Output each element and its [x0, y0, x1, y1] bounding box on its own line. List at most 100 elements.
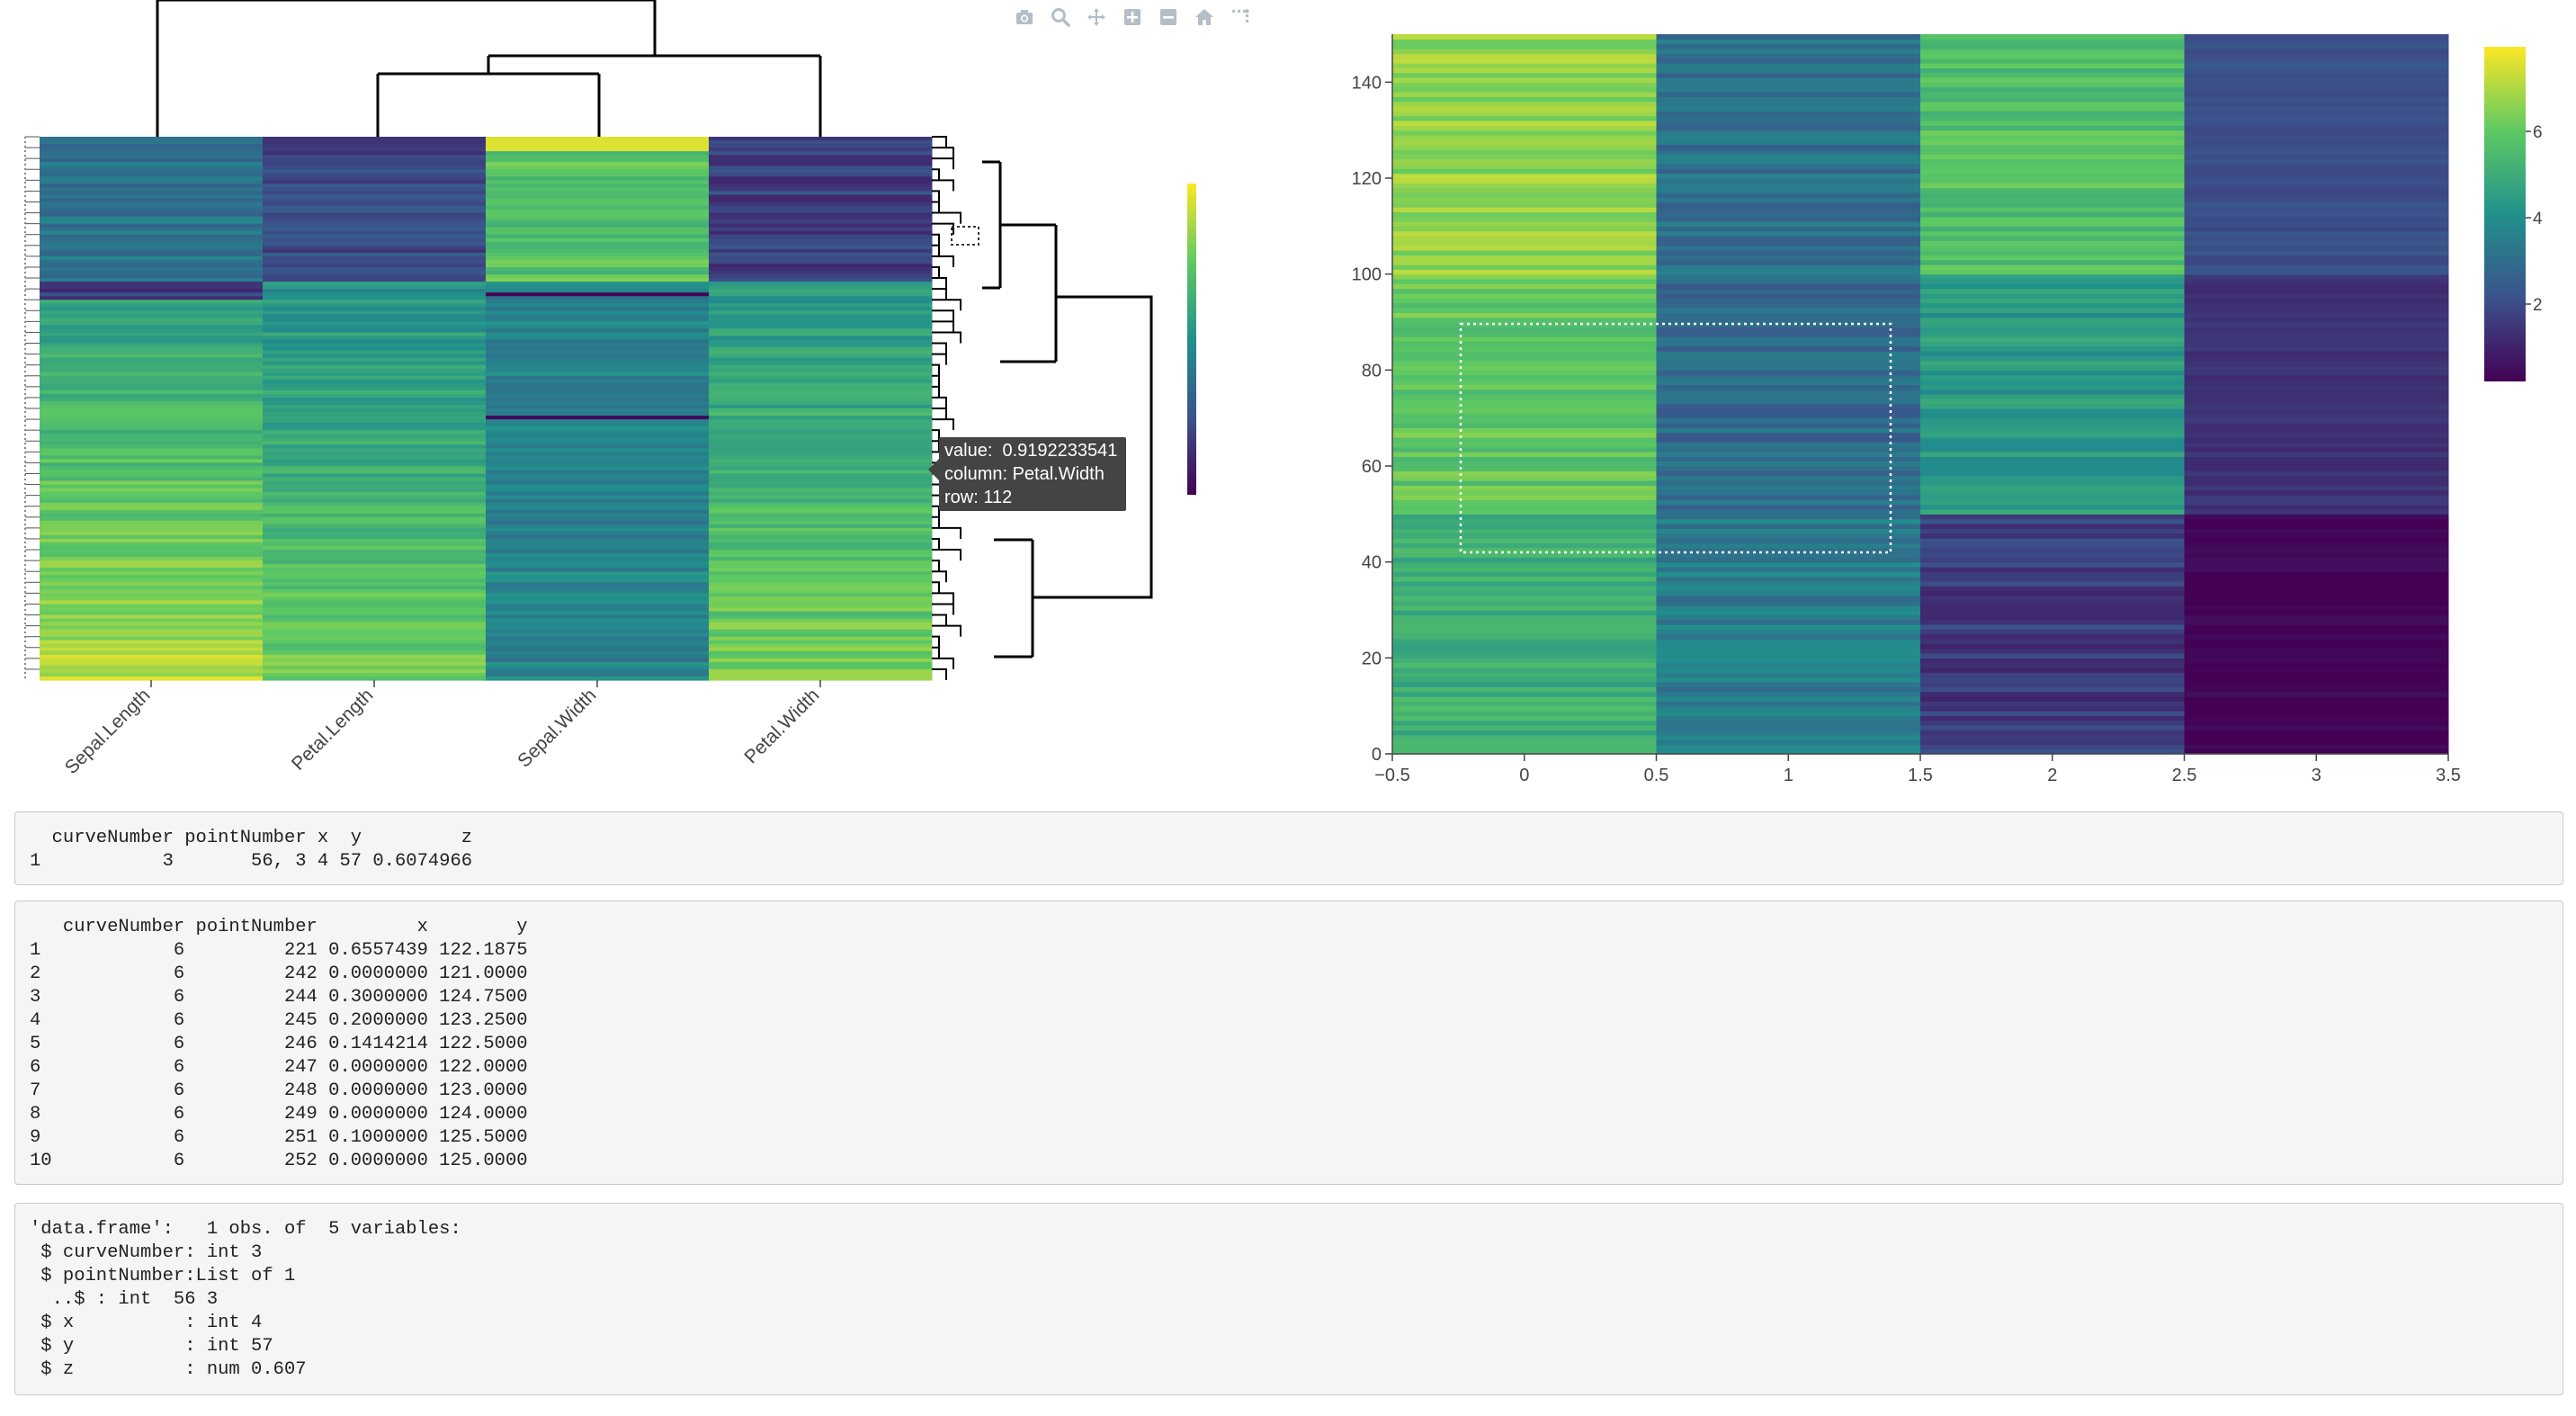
heatmap-cell[interactable] [2184, 293, 2449, 299]
heatmap-cell[interactable] [1656, 485, 1921, 491]
heatmap-cell[interactable] [1920, 495, 2185, 500]
heatmap-cell[interactable] [40, 307, 264, 311]
heatmap-cell[interactable] [40, 227, 264, 232]
heatmap-cell[interactable] [709, 285, 933, 290]
heatmap-cell[interactable] [486, 448, 710, 453]
heatmap-cell[interactable] [40, 234, 264, 239]
heatmap-cell[interactable] [1656, 341, 1921, 347]
heatmap-cell[interactable] [709, 350, 933, 355]
heatmap-cell[interactable] [1920, 259, 2185, 265]
heatmap-cell[interactable] [40, 658, 264, 663]
heatmap-cell[interactable] [40, 661, 264, 667]
heatmap-cell[interactable] [40, 386, 264, 391]
heatmap-cell[interactable] [1656, 115, 1921, 121]
heatmap-cell[interactable] [40, 632, 264, 638]
heatmap-cell[interactable] [486, 173, 710, 177]
heatmap-cell[interactable] [1920, 653, 2185, 659]
heatmap-cell[interactable] [263, 466, 487, 471]
heatmap-cell[interactable] [1920, 619, 2185, 625]
heatmap-cell[interactable] [1392, 499, 1657, 506]
heatmap-cell[interactable] [1656, 495, 1921, 500]
heatmap-cell[interactable] [709, 325, 933, 330]
heatmap-cell[interactable] [2184, 495, 2449, 500]
heatmap-cell[interactable] [709, 665, 933, 670]
heatmap-cell[interactable] [709, 187, 933, 192]
heatmap-cell[interactable] [1392, 442, 1657, 448]
heatmap-cell[interactable] [40, 480, 264, 486]
heatmap-cell[interactable] [709, 184, 933, 188]
heatmap-cell[interactable] [1392, 653, 1657, 659]
heatmap-cell[interactable] [1656, 461, 1921, 467]
heatmap-cell[interactable] [40, 368, 264, 373]
heatmap-cell[interactable] [263, 292, 487, 297]
heatmap-cell[interactable] [1392, 643, 1657, 650]
heatmap-cell[interactable] [40, 614, 264, 620]
heatmap-cell[interactable] [709, 339, 933, 345]
heatmap-cell[interactable] [2184, 279, 2449, 284]
heatmap-cell[interactable] [1392, 658, 1657, 664]
heatmap-cell[interactable] [263, 622, 487, 627]
heatmap-cell[interactable] [1920, 452, 2185, 457]
heatmap-cell[interactable] [1920, 643, 2185, 650]
heatmap-cell[interactable] [40, 372, 264, 377]
heatmap-cell[interactable] [709, 176, 933, 181]
heatmap-cell[interactable] [1656, 130, 1921, 136]
heatmap-cell[interactable] [1392, 639, 1657, 644]
heatmap-cell[interactable] [2184, 653, 2449, 659]
heatmap-cell[interactable] [40, 538, 264, 543]
heatmap-cell[interactable] [1656, 538, 1921, 543]
heatmap-cell[interactable] [709, 632, 933, 638]
heatmap-cell[interactable] [709, 404, 933, 409]
heatmap-cell[interactable] [1392, 58, 1657, 64]
heatmap-cell[interactable] [709, 223, 933, 229]
heatmap-cell[interactable] [263, 470, 487, 475]
heatmap-cell[interactable] [1392, 106, 1657, 112]
heatmap-cell[interactable] [263, 412, 487, 417]
heatmap-cell[interactable] [1392, 715, 1657, 721]
heatmap-cell[interactable] [2184, 226, 2449, 232]
heatmap-cell[interactable] [40, 434, 264, 438]
heatmap-cell[interactable] [40, 470, 264, 475]
heatmap-cell[interactable] [40, 430, 264, 435]
heatmap-cell[interactable] [2184, 705, 2449, 712]
heatmap-cell[interactable] [2184, 77, 2449, 83]
heatmap-cell[interactable] [1392, 528, 1657, 534]
heatmap-cell[interactable] [486, 325, 710, 330]
heatmap-cell[interactable] [1920, 668, 2185, 673]
heatmap-cell[interactable] [486, 303, 710, 308]
heatmap-cell[interactable] [40, 531, 264, 536]
heatmap-cell[interactable] [1392, 288, 1657, 294]
heatmap-cell[interactable] [486, 600, 710, 605]
heatmap-cell[interactable] [1920, 561, 2185, 568]
heatmap-cell[interactable] [263, 230, 487, 236]
heatmap-cell[interactable] [1392, 365, 1657, 371]
heatmap-cell[interactable] [1656, 518, 1921, 524]
heatmap-cell[interactable] [1656, 581, 1921, 587]
heatmap-cell[interactable] [40, 404, 264, 409]
heatmap-cell[interactable] [1392, 399, 1657, 405]
heatmap-cell[interactable] [1920, 308, 2185, 313]
heatmap-cell[interactable] [709, 550, 933, 554]
heatmap-cell[interactable] [263, 393, 487, 399]
heatmap-cell[interactable] [263, 263, 487, 268]
heatmap-cell[interactable] [40, 266, 264, 272]
heatmap-cell[interactable] [1392, 648, 1657, 654]
heatmap-cell[interactable] [1920, 269, 2185, 275]
heatmap-cell[interactable] [709, 527, 933, 533]
heatmap-cell[interactable] [486, 180, 710, 184]
heatmap-cell[interactable] [1392, 216, 1657, 222]
heatmap-cell[interactable] [709, 393, 933, 399]
heatmap-cell[interactable] [1392, 662, 1657, 668]
heatmap-cell[interactable] [40, 173, 264, 177]
heatmap-cell[interactable] [2184, 600, 2449, 606]
heatmap-cell[interactable] [263, 668, 487, 674]
heatmap-cell[interactable] [1920, 317, 2185, 323]
heatmap-cell[interactable] [709, 470, 933, 475]
heatmap-cell[interactable] [1656, 590, 1921, 596]
heatmap-cell[interactable] [1656, 193, 1921, 198]
heatmap-cell[interactable] [40, 672, 264, 677]
heatmap-cell[interactable] [709, 534, 933, 540]
heatmap-cell[interactable] [486, 252, 710, 257]
heatmap-cell[interactable] [2184, 696, 2449, 702]
heatmap-cell[interactable] [709, 531, 933, 536]
